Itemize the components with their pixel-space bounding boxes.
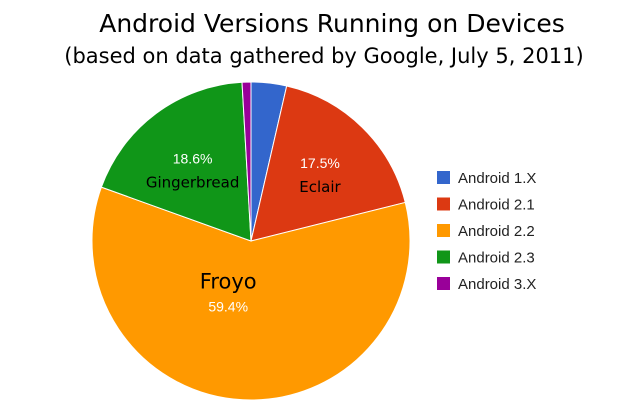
slice-percent-label: 17.5% (300, 155, 340, 171)
slice-name-label: Eclair (299, 178, 341, 196)
legend-label: Android 2.1 (458, 197, 535, 214)
legend-label: Android 3.X (458, 276, 536, 293)
legend-label: Android 2.2 (458, 223, 535, 240)
legend-item-android-2-1: Android 2.1 (437, 197, 535, 214)
legend-swatch (437, 197, 450, 211)
slice-percent-label: 18.6% (173, 151, 213, 167)
slice-percent-label: 59.4% (208, 298, 248, 314)
slice-name-label: Froyo (200, 269, 257, 293)
legend-item-android-2-3: Android 2.3 (437, 250, 535, 267)
legend-swatch (437, 250, 450, 264)
chart-title: Android Versions Running on Devices (99, 9, 565, 38)
legend-label: Android 2.3 (458, 250, 535, 267)
legend-label: Android 1.X (458, 170, 536, 187)
slice-labels: 17.5% Eclair Froyo 59.4% 18.6% Gingerbread (146, 151, 342, 315)
chart-subtitle: (based on data gathered by Google, July … (64, 44, 583, 68)
legend-swatch (437, 171, 450, 184)
legend: Android 1.X Android 2.1 Android 2.2 Android… (437, 170, 536, 293)
pie-slice-android-2-3 (100, 81, 252, 242)
slice-name-label: Gingerbread (146, 174, 240, 192)
pie-slices (91, 81, 411, 400)
pie-slice-android-2-1 (250, 85, 406, 242)
pie-slice-android-3-x (241, 81, 252, 242)
legend-swatch (437, 224, 450, 237)
legend-item-android-3-x: Android 3.X (437, 276, 536, 293)
legend-swatch (437, 277, 450, 290)
legend-item-android-2-2: Android 2.2 (437, 223, 535, 240)
legend-item-android-1-x: Android 1.X (437, 170, 536, 187)
